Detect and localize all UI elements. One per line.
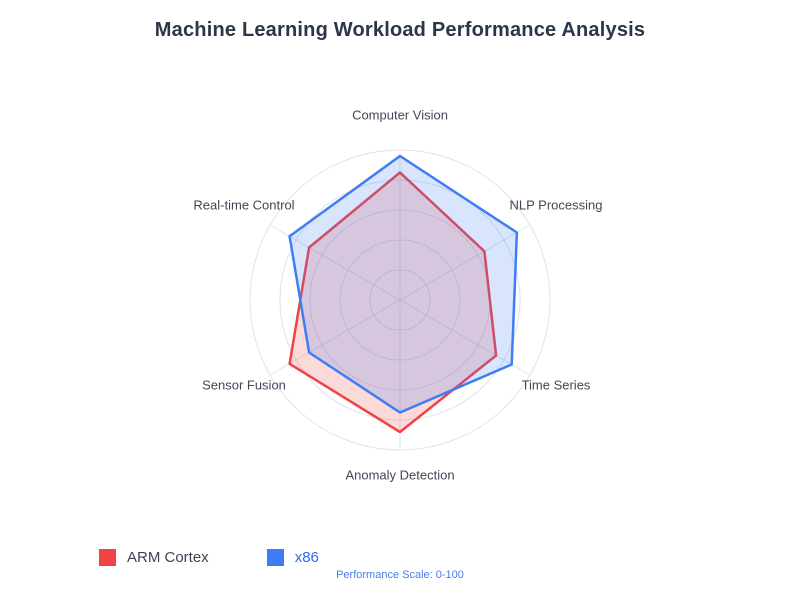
axis-label-sensor-fusion: Sensor Fusion <box>202 377 286 393</box>
axis-label-nlp-processing: NLP Processing <box>509 197 603 213</box>
legend-item-x86[interactable]: x86 <box>266 549 319 566</box>
legend-label: ARM Cortex <box>127 549 209 566</box>
page-title: Machine Learning Workload Performance An… <box>154 19 646 41</box>
legend-label: x86 <box>294 549 319 566</box>
legend-swatch-icon <box>99 549 116 566</box>
legend: ARM Cortex x86 <box>99 549 319 566</box>
axis-label-computer-vision: Computer Vision <box>352 107 448 123</box>
performance-scale-note: Performance Scale: 0-100 <box>336 569 464 581</box>
axis-label-anomaly-detection: Anomaly Detection <box>345 467 455 483</box>
legend-swatch-icon <box>266 549 284 566</box>
axis-label-time-series: Time Series <box>521 377 591 393</box>
axis-label-real-time-control: Real-time Control <box>193 197 295 213</box>
legend-item-arm-cortex[interactable]: ARM Cortex <box>99 549 209 566</box>
